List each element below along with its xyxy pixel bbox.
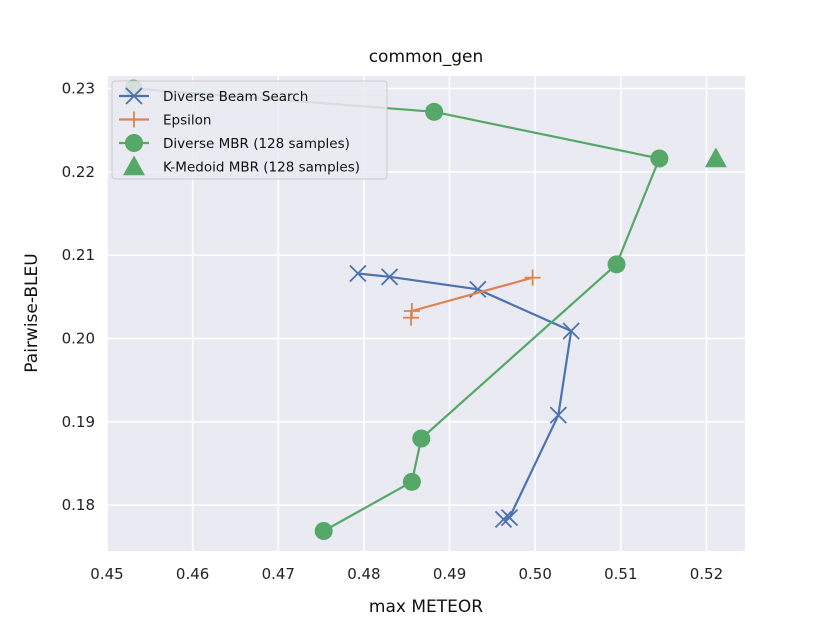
y-tick-labels: 0.18 0.19 0.20 0.21 0.22 0.23 xyxy=(62,80,95,515)
data-point xyxy=(650,149,669,168)
y-tick-label: 0.19 xyxy=(62,413,95,431)
data-point xyxy=(704,147,727,168)
x-tick-label: 0.47 xyxy=(262,565,295,583)
x-tick-label: 0.46 xyxy=(176,565,209,583)
legend-entry: K-Medoid MBR (128 samples) xyxy=(123,155,360,176)
legend-entry: Diverse Beam Search xyxy=(119,87,308,105)
data-point xyxy=(494,510,513,528)
x-tick-labels: 0.45 0.46 0.47 0.48 0.49 0.50 0.51 0.52 xyxy=(90,565,723,583)
legend-box xyxy=(111,80,388,180)
data-point xyxy=(500,509,519,527)
y-axis-title: Pairwise-BLEU xyxy=(22,253,42,372)
legend-marker xyxy=(123,155,145,176)
legend-label: Diverse MBR (128 samples) xyxy=(163,136,350,152)
data-point xyxy=(549,406,567,424)
legend-marker xyxy=(125,87,143,105)
legend-label: Diverse Beam Search xyxy=(163,89,308,105)
data-point xyxy=(349,264,367,283)
legend-entry: Epsilon xyxy=(119,111,211,129)
series-1 xyxy=(403,269,541,326)
y-tick-label: 0.22 xyxy=(62,163,95,181)
data-point xyxy=(402,472,421,491)
data-point xyxy=(314,522,333,540)
x-tick-label: 0.50 xyxy=(518,565,551,583)
x-tick-label: 0.45 xyxy=(90,565,123,583)
data-point xyxy=(380,268,399,286)
data-point xyxy=(425,102,444,121)
legend-marker xyxy=(126,111,142,128)
legend: Diverse Beam Search Epsilon Diverse MBR (1… xyxy=(111,80,388,180)
legend-label: Epsilon xyxy=(163,113,211,129)
legend-marker xyxy=(125,134,143,152)
data-point xyxy=(562,322,580,340)
data-point xyxy=(412,429,431,448)
y-tick-label: 0.21 xyxy=(62,246,95,264)
x-axis-title: max METEOR xyxy=(369,597,483,617)
series-3 xyxy=(704,147,727,168)
data-point xyxy=(524,269,541,286)
legend-entry: Diverse MBR (128 samples) xyxy=(119,134,350,152)
y-tick-label: 0.18 xyxy=(62,496,95,514)
data-point xyxy=(403,303,420,319)
chart-title: common_gen xyxy=(369,47,484,67)
series-0 xyxy=(349,264,580,528)
x-tick-label: 0.49 xyxy=(433,565,466,583)
x-tick-label: 0.51 xyxy=(604,565,637,583)
legend-label: K-Medoid MBR (128 samples) xyxy=(163,160,360,176)
data-point xyxy=(607,255,626,274)
y-tick-label: 0.20 xyxy=(62,330,95,348)
x-tick-label: 0.52 xyxy=(690,565,723,583)
y-tick-label: 0.23 xyxy=(62,80,95,98)
x-tick-label: 0.48 xyxy=(347,565,380,583)
